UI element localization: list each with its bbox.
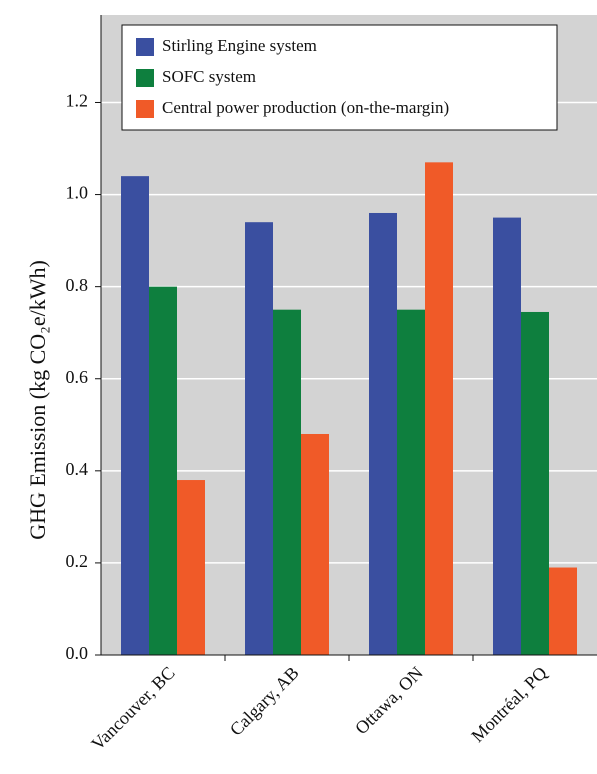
x-tick-label: Vancouver, BC [87, 663, 178, 754]
legend-label: Central power production (on-the-margin) [162, 98, 449, 117]
y-tick-label: 0.4 [66, 459, 89, 479]
legend-box [121, 24, 558, 131]
x-tick-label: Calgary, AB [226, 663, 303, 740]
bar [273, 309, 301, 655]
y-tick-label: 0.2 [66, 551, 89, 571]
legend-swatch [136, 100, 154, 118]
x-tick-label: Montréal, PQ [467, 663, 550, 746]
y-tick-label: 0.8 [66, 275, 89, 295]
bar [245, 222, 273, 655]
y-tick-label: 1.2 [66, 91, 89, 111]
bar [301, 433, 329, 655]
bar [149, 286, 177, 655]
bar [549, 567, 577, 655]
legend-label: Stirling Engine system [162, 36, 317, 55]
y-tick-label: 0.6 [66, 367, 89, 387]
bar [177, 480, 205, 655]
bar [397, 309, 425, 655]
legend-swatch [136, 38, 154, 56]
bar [521, 311, 549, 655]
y-tick-label: 1.0 [66, 183, 89, 203]
bar [493, 217, 521, 655]
legend-swatch [136, 69, 154, 87]
bar [121, 176, 149, 656]
y-axis-title: GHG Emission (kg CO₂e/kWh) [25, 260, 50, 540]
x-tick-label: Ottawa, ON [351, 663, 427, 739]
legend: Stirling Engine system SOFC system Central… [121, 24, 558, 131]
bar [369, 212, 397, 656]
y-tick-label: 0.0 [66, 643, 89, 663]
bar [425, 162, 453, 655]
legend-label: SOFC system [162, 67, 256, 86]
